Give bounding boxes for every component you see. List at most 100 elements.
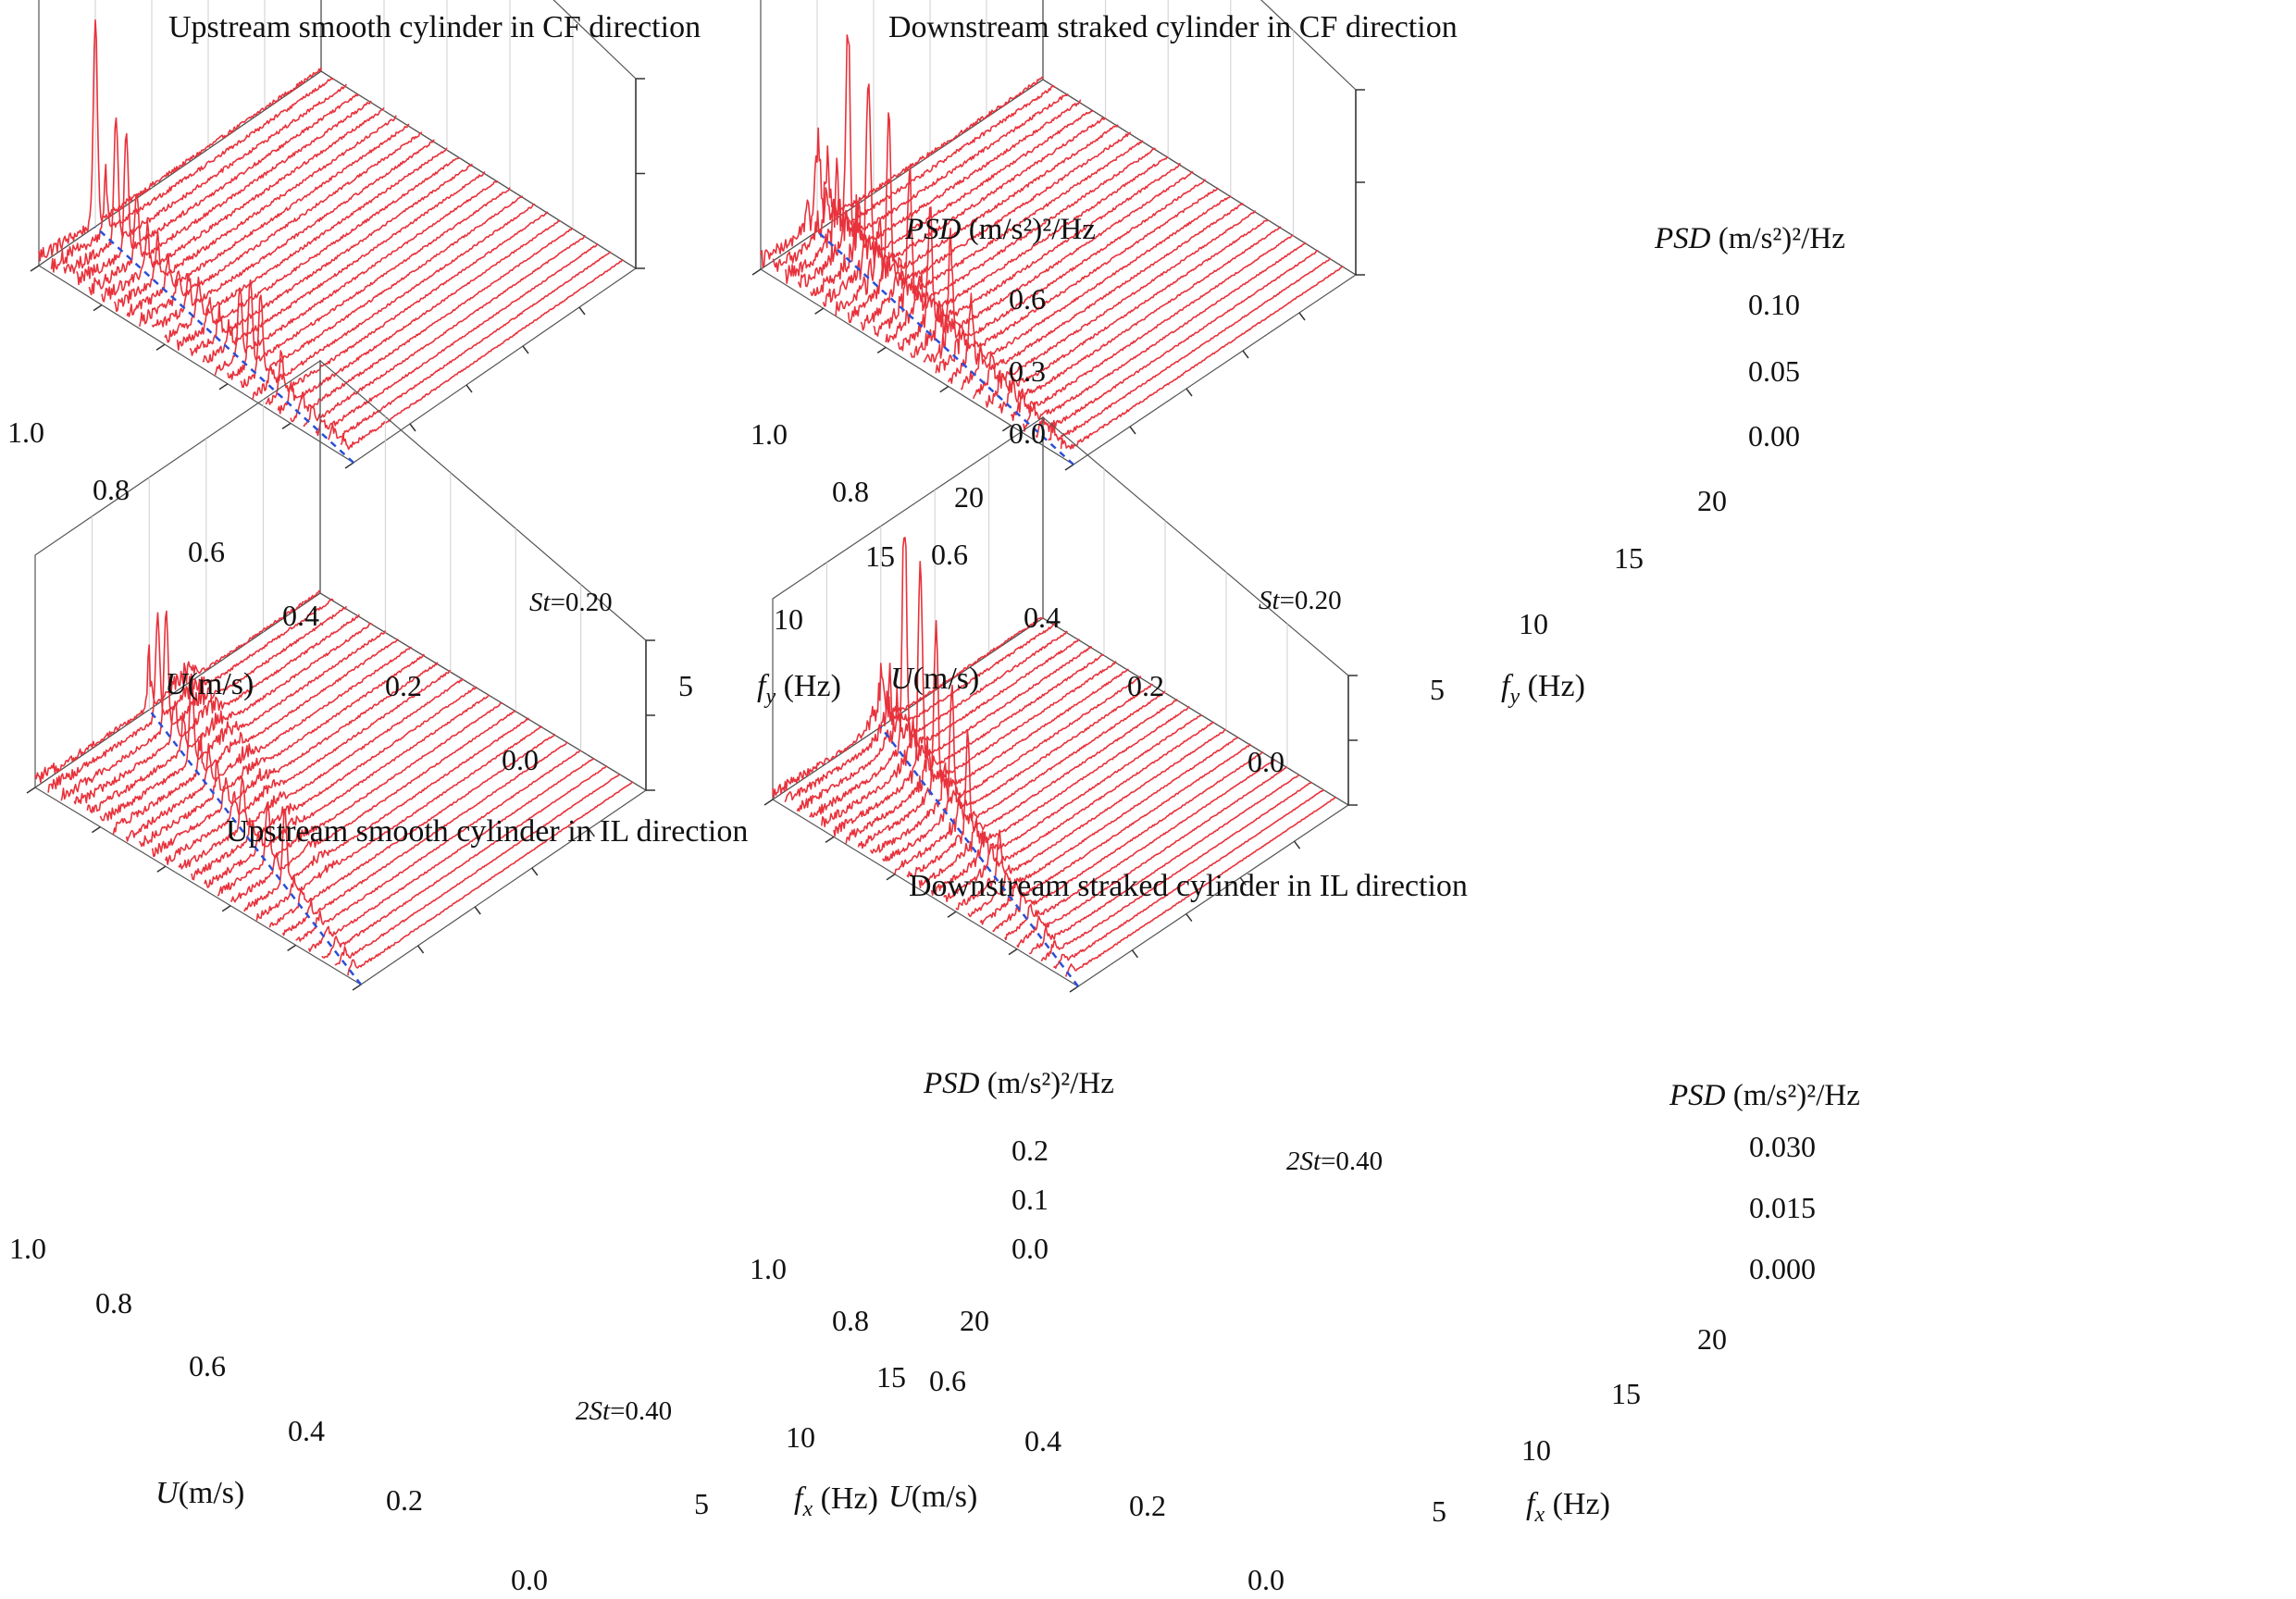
z-tick: 0.1	[1011, 1183, 1049, 1216]
z-tick: 0.030	[1749, 1130, 1816, 1163]
u-axis-label-unit: (m/s)	[179, 1476, 245, 1510]
f-axis-label-unit: (Hz)	[1520, 669, 1585, 703]
f-tick: 15	[1611, 1377, 1641, 1410]
u-tick: 0.0	[1247, 745, 1285, 778]
u-tick: 1.0	[7, 415, 44, 449]
z-axis-label-unit: (m/s²)²/Hz	[1711, 222, 1845, 255]
f-tick-labels: 5 10 15 20	[694, 1304, 989, 1520]
u-tick-labels: 0.0 0.2 0.4 0.6 0.8 1.0	[750, 1252, 1285, 1596]
z-axis-label-unit: (m/s²)²/Hz	[1726, 1079, 1860, 1112]
f-tick: 5	[678, 669, 693, 702]
z-axis-label: PSD (m/s²)²/Hz	[1669, 1079, 1860, 1112]
u-tick: 0.2	[1127, 669, 1164, 702]
u-axis-label-unit: (m/s)	[912, 1480, 978, 1514]
u-tick: 0.8	[832, 1304, 869, 1337]
z-tick-labels: 0.0 0.3 0.6	[1009, 282, 1046, 450]
z-axis-label-unit: (m/s²)²/Hz	[980, 1067, 1114, 1100]
u-axis-label-var: U	[155, 1476, 180, 1510]
z-tick-labels: 0.00 0.05 0.10	[1748, 288, 1800, 452]
f-tick: 20	[1697, 484, 1727, 517]
z-tick: 0.000	[1749, 1252, 1816, 1285]
u-axis-label-var: U	[890, 662, 915, 696]
z-axis-label-var: PSD	[1654, 222, 1711, 255]
panel-downstream-il: Downstream straked cylinder in IL direct…	[750, 869, 1860, 1596]
u-tick: 0.4	[1024, 1424, 1061, 1457]
u-axis-label: U(m/s)	[888, 1480, 977, 1514]
z-tick: 0.6	[1009, 282, 1046, 316]
z-tick: 0.3	[1009, 354, 1046, 388]
st-annotation: St=0.20	[1259, 586, 1342, 615]
u-tick: 0.8	[93, 473, 130, 506]
u-tick: 0.0	[511, 1563, 548, 1596]
f-axis-label: fx (Hz)	[1526, 1487, 1610, 1527]
z-tick: 0.05	[1748, 354, 1800, 388]
u-axis-label: U(m/s)	[155, 1476, 244, 1510]
u-tick: 0.2	[1129, 1489, 1166, 1522]
u-tick: 0.8	[832, 475, 869, 508]
st-annotation: 2St=0.40	[1286, 1147, 1383, 1176]
st-annotation-var: St	[1259, 586, 1281, 615]
f-tick: 15	[876, 1360, 906, 1394]
st-annotation-text: =0.40	[1321, 1147, 1383, 1176]
panel-title: Upstream smooth cylinder in IL direction	[226, 814, 748, 849]
panel-title: Upstream smooth cylinder in CF direction	[168, 10, 701, 44]
f-tick-labels: 5 10 15 20	[678, 480, 984, 702]
u-tick: 0.4	[282, 599, 319, 632]
f-tick: 15	[865, 539, 895, 573]
u-axis-label-var: U	[165, 667, 190, 701]
st-annotation: St=0.20	[529, 588, 613, 617]
panel-title: Downstream straked cylinder in CF direct…	[888, 10, 1458, 44]
u-tick: 1.0	[751, 417, 788, 451]
f-tick: 10	[786, 1420, 815, 1454]
panel-upstream-il: Upstream smooth cylinder in IL direction…	[9, 814, 1114, 1596]
panel-upstream-cf: Upstream smooth cylinder in CF direction…	[7, 10, 1096, 776]
st-annotation-text: =0.20	[551, 588, 613, 617]
u-tick: 0.8	[95, 1286, 132, 1320]
u-tick: 0.4	[288, 1414, 325, 1447]
z-axis-label-unit: (m/s²)²/Hz	[962, 213, 1096, 246]
u-tick: 0.6	[189, 1349, 226, 1382]
z-axis-label: PSD (m/s²)²/Hz	[1654, 222, 1845, 255]
u-tick: 1.0	[9, 1232, 46, 1265]
f-axis-label-sub: y	[1508, 685, 1520, 709]
st-annotation-text: =0.20	[1280, 586, 1342, 615]
u-tick: 0.0	[502, 743, 539, 776]
f-axis-label-unit: (Hz)	[813, 1481, 878, 1516]
z-tick: 0.0	[1009, 416, 1046, 450]
u-tick: 0.6	[188, 535, 225, 568]
u-tick: 0.0	[1247, 1563, 1285, 1596]
f-axis-label-unit: (Hz)	[776, 669, 841, 703]
u-axis-label-var: U	[888, 1480, 913, 1514]
u-tick-labels: 0.0 0.2 0.4 0.6 0.8 1.0	[9, 1232, 548, 1596]
z-axis-label-var: PSD	[904, 213, 962, 246]
f-tick: 5	[1430, 673, 1445, 706]
u-tick: 0.2	[386, 1483, 423, 1517]
f-tick: 20	[1697, 1322, 1727, 1356]
panel-title: Downstream straked cylinder in IL direct…	[909, 869, 1468, 903]
panel-downstream-cf: Downstream straked cylinder in CF direct…	[751, 10, 1845, 778]
f-tick-labels: 5 10 15 20	[1432, 1322, 1727, 1528]
st-annotation-var: St	[529, 588, 552, 617]
z-tick: 0.10	[1748, 288, 1800, 321]
u-tick-labels: 0.0 0.2 0.4 0.6 0.8 1.0	[7, 415, 539, 776]
f-axis-label-sub: x	[1533, 1503, 1545, 1527]
f-axis-label: fy (Hz)	[757, 669, 841, 709]
f-axis-label-sub: x	[801, 1497, 813, 1521]
st-annotation-var: 2St	[1286, 1147, 1322, 1176]
u-axis-label: U(m/s)	[165, 667, 254, 701]
f-tick: 15	[1614, 541, 1644, 575]
u-tick: 0.4	[1024, 601, 1061, 634]
f-tick: 10	[1519, 607, 1548, 640]
u-tick: 0.6	[931, 538, 968, 571]
u-tick: 1.0	[750, 1252, 787, 1285]
z-tick: 0.015	[1749, 1191, 1816, 1224]
z-tick-labels: 0.000 0.015 0.030	[1749, 1130, 1816, 1285]
f-tick: 10	[774, 602, 803, 636]
u-axis-label-unit: (m/s)	[188, 667, 254, 701]
f-tick: 20	[954, 480, 984, 514]
f-tick: 5	[1432, 1494, 1446, 1528]
z-tick: 0.0	[1011, 1232, 1049, 1265]
z-axis-label: PSD (m/s²)²/Hz	[923, 1067, 1114, 1100]
st-annotation: 2St=0.40	[576, 1396, 672, 1426]
f-tick: 20	[960, 1304, 989, 1337]
